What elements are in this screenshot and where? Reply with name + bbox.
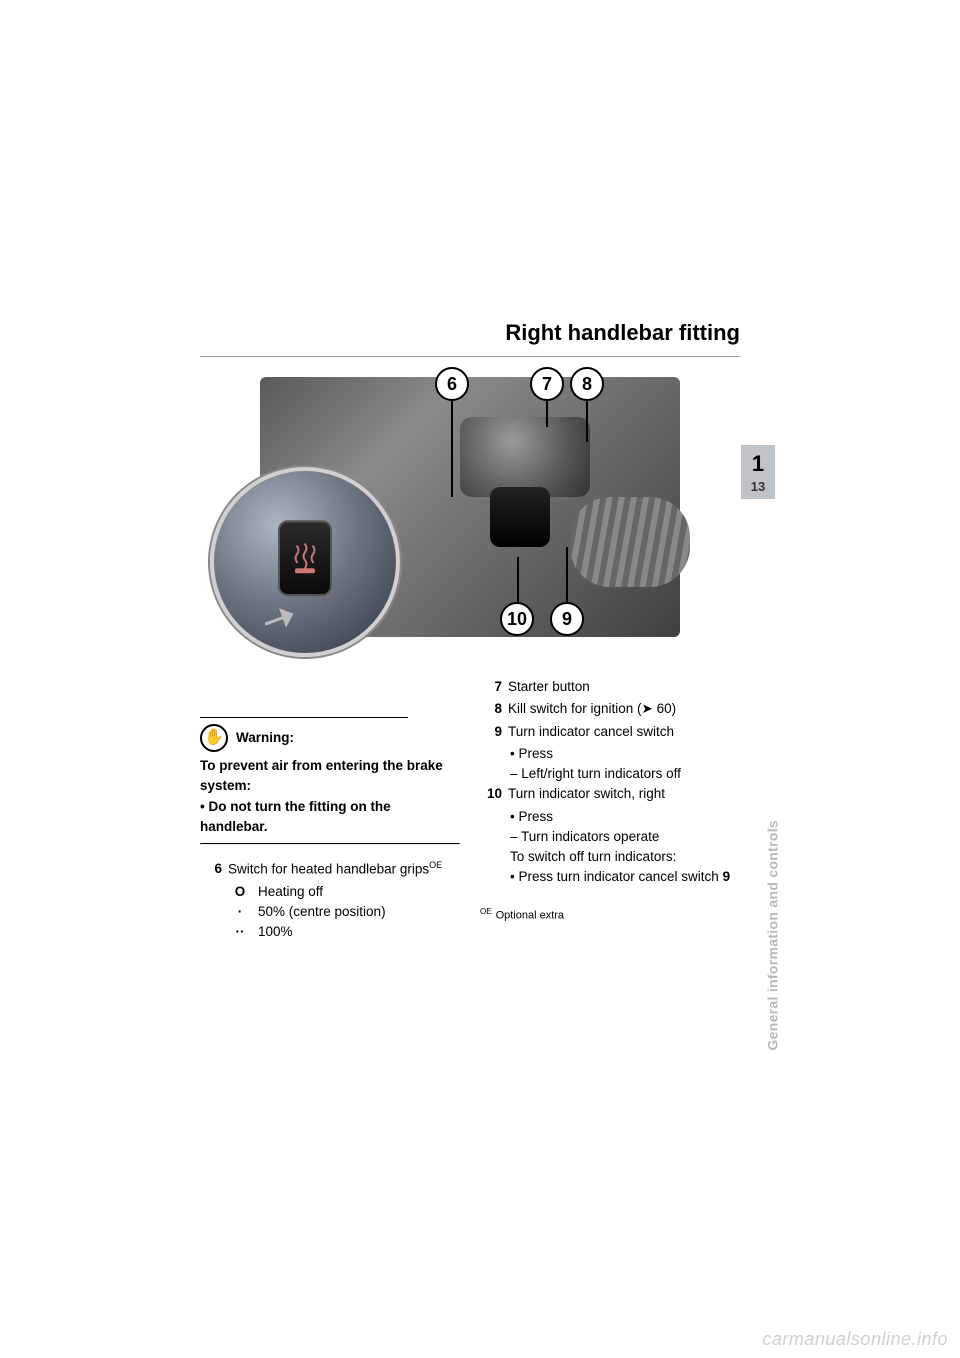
title-rule bbox=[200, 356, 740, 357]
item-6: 6 Switch for heated handlebar gripsOE bbox=[200, 859, 460, 880]
callout-line bbox=[566, 547, 568, 607]
item-6-opt2: · 50% (centre position) bbox=[230, 902, 460, 922]
callout-9: 9 bbox=[550, 602, 584, 636]
handlebar-figure: 6 7 8 10 9 bbox=[260, 377, 680, 637]
callout-line bbox=[586, 397, 588, 442]
figure-reservoir bbox=[460, 417, 590, 497]
item-10-plain: To switch off turn indicators: bbox=[510, 847, 740, 867]
chapter-number: 1 bbox=[752, 451, 764, 477]
callout-line bbox=[517, 557, 519, 607]
page-title: Right handlebar fitting bbox=[200, 320, 740, 346]
footnote: OEOptional extra bbox=[480, 906, 740, 924]
item-10-bullet-2: Press turn indicator cancel switch 9 bbox=[510, 867, 740, 887]
callout-8: 8 bbox=[570, 367, 604, 401]
warning-line-1: To prevent air from entering the brake s… bbox=[200, 756, 460, 797]
callout-6: 6 bbox=[435, 367, 469, 401]
figure-grip bbox=[570, 497, 690, 587]
callout-line bbox=[451, 397, 453, 497]
page-number: 13 bbox=[751, 479, 765, 494]
page-content: Right handlebar fitting bbox=[200, 320, 740, 943]
warning-label: Warning: bbox=[236, 728, 294, 748]
right-column: 7 Starter button 8 Kill switch for ignit… bbox=[480, 677, 740, 943]
inset-arrow-icon bbox=[258, 597, 306, 639]
warning-bullet: • Do not turn the fitting on the handleb… bbox=[200, 797, 460, 838]
item-10-bullet-1: Press bbox=[510, 807, 740, 827]
item-9-bullet: Press bbox=[510, 744, 740, 764]
callout-10: 10 bbox=[500, 602, 534, 636]
callout-7: 7 bbox=[530, 367, 564, 401]
text-columns: ✋ Warning: To prevent air from entering … bbox=[200, 677, 740, 943]
warning-header: ✋ Warning: bbox=[200, 717, 408, 752]
chapter-tab: 1 13 bbox=[741, 445, 775, 499]
item-9: 9 Turn indicator cancel switch bbox=[480, 722, 740, 742]
warning-hand-icon: ✋ bbox=[200, 724, 228, 752]
item-6-opt1: O Heating off bbox=[230, 882, 460, 902]
item-8: 8 Kill switch for ignition (➤ 60) bbox=[480, 699, 740, 719]
watermark: carmanualsonline.info bbox=[762, 1329, 948, 1350]
figure-switch-block bbox=[490, 487, 550, 547]
item-10-dash-1: Turn indicators operate bbox=[510, 827, 740, 847]
left-column: ✋ Warning: To prevent air from entering … bbox=[200, 677, 460, 943]
item-6-opt3: ·· 100% bbox=[230, 922, 460, 942]
item-10: 10 Turn indicator switch, right bbox=[480, 784, 740, 804]
item-7: 7 Starter button bbox=[480, 677, 740, 697]
item-9-dash: Left/right turn indicators off bbox=[510, 764, 740, 784]
section-side-label: General information and controls bbox=[765, 820, 781, 1051]
heated-grip-switch-icon bbox=[278, 520, 332, 596]
warning-end-rule bbox=[200, 843, 460, 845]
figure-inset-circle bbox=[210, 467, 400, 657]
callout-line bbox=[546, 397, 548, 427]
